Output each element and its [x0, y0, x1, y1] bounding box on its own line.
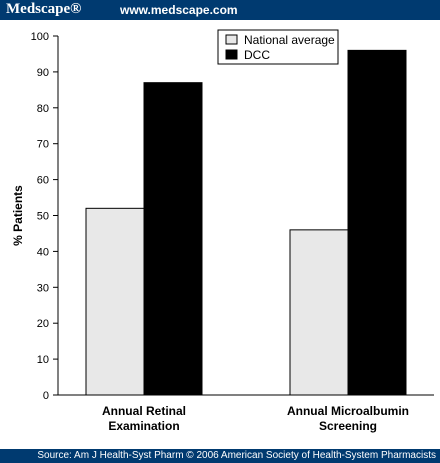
header-bar: Medscape® www.medscape.com — [0, 0, 440, 20]
y-tick-label: 10 — [37, 354, 49, 366]
y-tick-label: 60 — [37, 175, 49, 187]
y-tick-label: 90 — [37, 67, 49, 79]
bar-chart: 0 10 20 30 40 50 60 70 80 90 100 % Patients Annual R… — [11, 29, 434, 433]
legend-label: National average — [244, 33, 335, 47]
bar-dcc-1 — [347, 49, 407, 396]
y-tick-label: 20 — [37, 318, 49, 330]
legend-swatch — [225, 34, 238, 45]
y-tick-label: 30 — [37, 282, 49, 294]
y-axis-label: % Patients — [11, 185, 25, 246]
y-tick-label: 0 — [43, 390, 49, 402]
legend-box — [217, 29, 339, 65]
y-tick-label: 50 — [37, 211, 49, 223]
category-label: Annual Retinal — [102, 404, 186, 418]
y-tick-label: 40 — [37, 246, 49, 258]
legend-label: DCC — [244, 48, 270, 62]
category-label: Screening — [319, 419, 377, 433]
y-tick-label: 80 — [37, 103, 49, 115]
source-footer: Source: Am J Health-Syst Pharm © 2006 Am… — [0, 449, 440, 463]
category-label: Annual Microalbumin — [287, 404, 409, 418]
legend-swatch — [225, 49, 238, 60]
category-label: Examination — [108, 419, 179, 433]
bar-national-average-0 — [85, 207, 145, 396]
site-url[interactable]: www.medscape.com — [120, 3, 238, 17]
y-tick-label: 100 — [31, 31, 49, 43]
medscape-logo[interactable]: Medscape® — [6, 1, 82, 17]
bar-dcc-0 — [143, 82, 203, 396]
bar-national-average-1 — [289, 229, 349, 396]
y-tick-label: 70 — [37, 139, 49, 151]
